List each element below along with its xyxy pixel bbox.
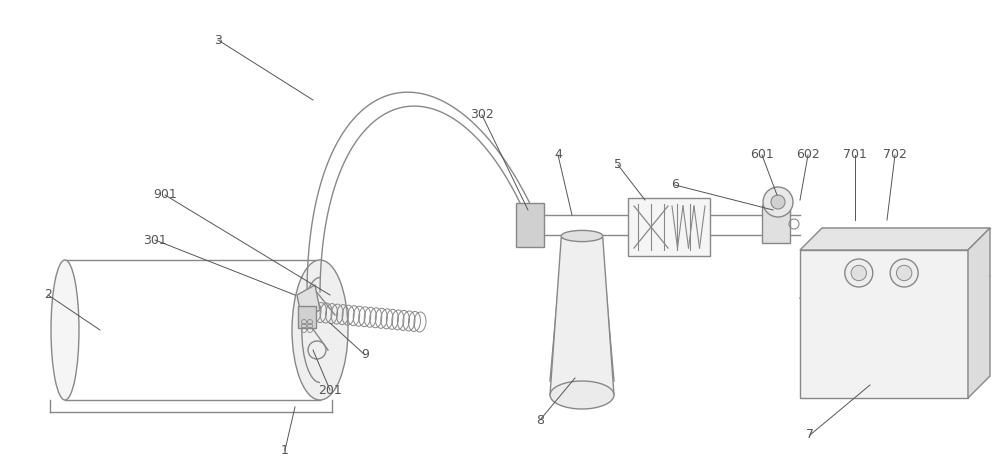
Bar xyxy=(628,198,710,256)
Circle shape xyxy=(845,259,873,287)
Polygon shape xyxy=(550,238,614,395)
Text: 3: 3 xyxy=(214,33,222,46)
Text: 702: 702 xyxy=(883,149,907,162)
Circle shape xyxy=(771,195,785,209)
Text: 901: 901 xyxy=(153,188,177,201)
Text: 9: 9 xyxy=(361,349,369,362)
Polygon shape xyxy=(968,228,990,398)
Text: 4: 4 xyxy=(554,149,562,162)
Ellipse shape xyxy=(292,260,348,400)
Text: 601: 601 xyxy=(750,149,774,162)
Text: 701: 701 xyxy=(843,149,867,162)
Text: 6: 6 xyxy=(671,179,679,192)
Text: 2: 2 xyxy=(44,288,52,301)
Text: 7: 7 xyxy=(806,428,814,442)
Ellipse shape xyxy=(550,381,614,409)
Circle shape xyxy=(851,265,866,281)
Polygon shape xyxy=(297,285,320,320)
Text: 201: 201 xyxy=(318,383,342,396)
Text: 5: 5 xyxy=(614,158,622,171)
Text: 1: 1 xyxy=(281,444,289,457)
Bar xyxy=(762,205,790,243)
Bar xyxy=(516,203,544,247)
Text: 602: 602 xyxy=(796,149,820,162)
Polygon shape xyxy=(800,228,990,250)
Bar xyxy=(800,250,968,398)
Circle shape xyxy=(890,259,918,287)
Ellipse shape xyxy=(51,260,79,400)
Circle shape xyxy=(896,265,912,281)
Text: 8: 8 xyxy=(536,413,544,426)
Bar xyxy=(298,306,316,328)
Ellipse shape xyxy=(561,231,603,242)
Circle shape xyxy=(763,187,793,217)
Text: 301: 301 xyxy=(143,233,167,246)
Text: 302: 302 xyxy=(470,108,494,121)
